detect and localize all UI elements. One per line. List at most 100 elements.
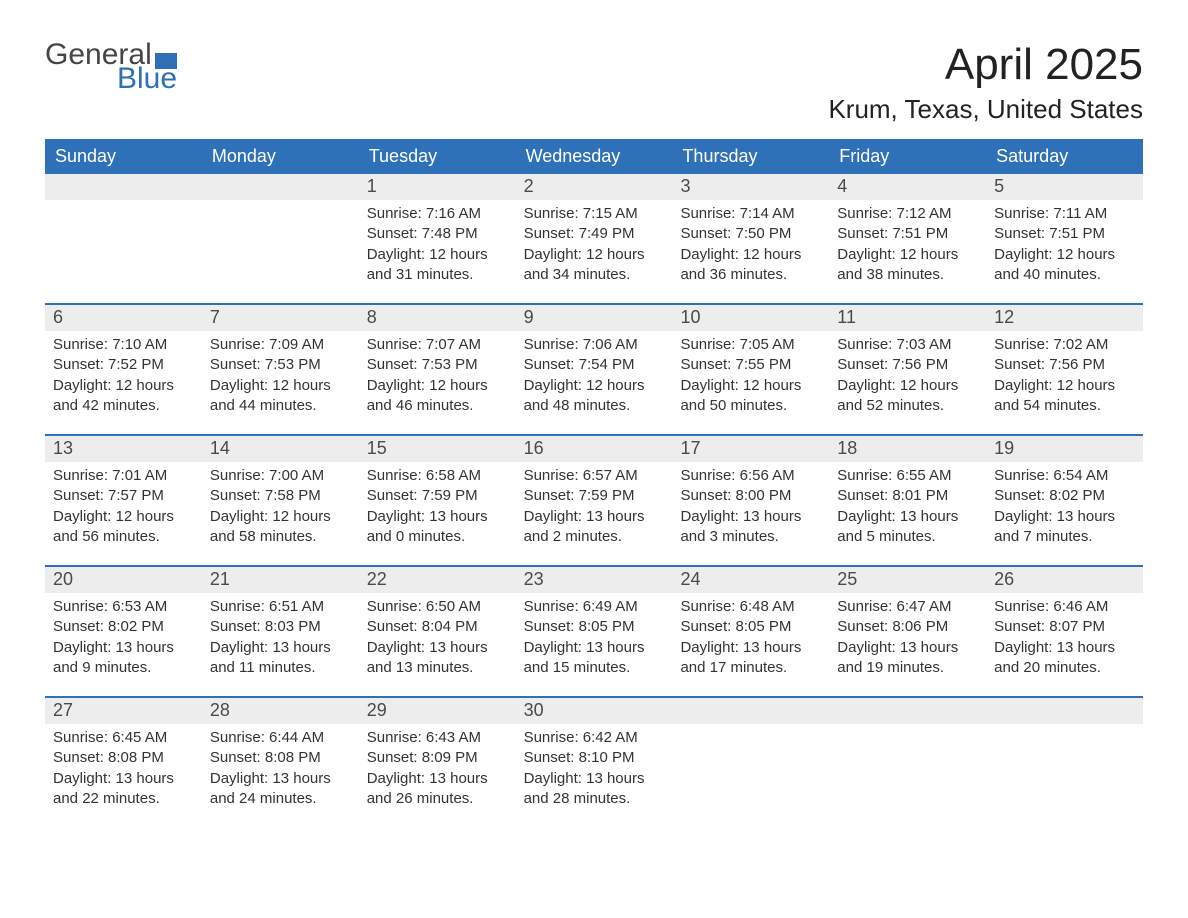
day-number: 30 xyxy=(516,698,673,724)
day-number: 13 xyxy=(45,436,202,462)
day-number: 22 xyxy=(359,567,516,593)
sunrise-text: Sunrise: 6:42 AM xyxy=(524,728,665,748)
daylight-text: Daylight: 12 hours and 42 minutes. xyxy=(53,376,194,417)
sunrise-text: Sunrise: 6:45 AM xyxy=(53,728,194,748)
day-number: 11 xyxy=(829,305,986,331)
sunset-text: Sunset: 8:06 PM xyxy=(837,617,978,637)
daylight-text: Daylight: 12 hours and 48 minutes. xyxy=(524,376,665,417)
day-number: 15 xyxy=(359,436,516,462)
sunrise-text: Sunrise: 6:55 AM xyxy=(837,466,978,486)
sunset-text: Sunset: 8:08 PM xyxy=(53,748,194,768)
day-number: 2 xyxy=(516,174,673,200)
day-cell: 9Sunrise: 7:06 AMSunset: 7:54 PMDaylight… xyxy=(516,305,673,434)
daylight-text: Daylight: 12 hours and 36 minutes. xyxy=(680,245,821,286)
day-number xyxy=(829,698,986,724)
sunset-text: Sunset: 7:50 PM xyxy=(680,224,821,244)
daylight-text: Daylight: 13 hours and 0 minutes. xyxy=(367,507,508,548)
day-number: 28 xyxy=(202,698,359,724)
day-details: Sunrise: 7:01 AMSunset: 7:57 PMDaylight:… xyxy=(45,462,202,547)
daylight-text: Daylight: 13 hours and 24 minutes. xyxy=(210,769,351,810)
sunrise-text: Sunrise: 6:57 AM xyxy=(524,466,665,486)
weekday-header-row: SundayMondayTuesdayWednesdayThursdayFrid… xyxy=(45,139,1143,174)
daylight-text: Daylight: 13 hours and 22 minutes. xyxy=(53,769,194,810)
day-details: Sunrise: 6:54 AMSunset: 8:02 PMDaylight:… xyxy=(986,462,1143,547)
day-cell: 21Sunrise: 6:51 AMSunset: 8:03 PMDayligh… xyxy=(202,567,359,696)
day-details: Sunrise: 7:16 AMSunset: 7:48 PMDaylight:… xyxy=(359,200,516,285)
day-number: 4 xyxy=(829,174,986,200)
sunrise-text: Sunrise: 6:54 AM xyxy=(994,466,1135,486)
day-number: 27 xyxy=(45,698,202,724)
day-details: Sunrise: 7:12 AMSunset: 7:51 PMDaylight:… xyxy=(829,200,986,285)
daylight-text: Daylight: 13 hours and 13 minutes. xyxy=(367,638,508,679)
day-details: Sunrise: 6:49 AMSunset: 8:05 PMDaylight:… xyxy=(516,593,673,678)
daylight-text: Daylight: 13 hours and 11 minutes. xyxy=(210,638,351,679)
sunset-text: Sunset: 8:04 PM xyxy=(367,617,508,637)
sunrise-text: Sunrise: 7:05 AM xyxy=(680,335,821,355)
logo-flag-icon xyxy=(155,53,177,69)
sunset-text: Sunset: 8:08 PM xyxy=(210,748,351,768)
sunset-text: Sunset: 7:53 PM xyxy=(367,355,508,375)
sunset-text: Sunset: 8:10 PM xyxy=(524,748,665,768)
sunrise-text: Sunrise: 6:53 AM xyxy=(53,597,194,617)
sunrise-text: Sunrise: 7:09 AM xyxy=(210,335,351,355)
sunset-text: Sunset: 8:05 PM xyxy=(524,617,665,637)
day-cell: 25Sunrise: 6:47 AMSunset: 8:06 PMDayligh… xyxy=(829,567,986,696)
sunrise-text: Sunrise: 7:06 AM xyxy=(524,335,665,355)
sunrise-text: Sunrise: 7:14 AM xyxy=(680,204,821,224)
daylight-text: Daylight: 12 hours and 38 minutes. xyxy=(837,245,978,286)
day-number: 23 xyxy=(516,567,673,593)
location-subtitle: Krum, Texas, United States xyxy=(828,94,1143,125)
day-cell: 1Sunrise: 7:16 AMSunset: 7:48 PMDaylight… xyxy=(359,174,516,303)
sunrise-text: Sunrise: 6:46 AM xyxy=(994,597,1135,617)
day-cell: 22Sunrise: 6:50 AMSunset: 8:04 PMDayligh… xyxy=(359,567,516,696)
day-cell: 20Sunrise: 6:53 AMSunset: 8:02 PMDayligh… xyxy=(45,567,202,696)
day-details: Sunrise: 6:48 AMSunset: 8:05 PMDaylight:… xyxy=(672,593,829,678)
daylight-text: Daylight: 13 hours and 26 minutes. xyxy=(367,769,508,810)
daylight-text: Daylight: 13 hours and 2 minutes. xyxy=(524,507,665,548)
weekday-header: Monday xyxy=(202,139,359,174)
day-details: Sunrise: 7:15 AMSunset: 7:49 PMDaylight:… xyxy=(516,200,673,285)
day-details: Sunrise: 6:57 AMSunset: 7:59 PMDaylight:… xyxy=(516,462,673,547)
day-cell: 23Sunrise: 6:49 AMSunset: 8:05 PMDayligh… xyxy=(516,567,673,696)
title-block: April 2025 Krum, Texas, United States xyxy=(828,40,1143,125)
day-number: 10 xyxy=(672,305,829,331)
weekday-header: Friday xyxy=(829,139,986,174)
sunset-text: Sunset: 8:07 PM xyxy=(994,617,1135,637)
sunset-text: Sunset: 8:09 PM xyxy=(367,748,508,768)
sunrise-text: Sunrise: 7:16 AM xyxy=(367,204,508,224)
sunrise-text: Sunrise: 6:50 AM xyxy=(367,597,508,617)
daylight-text: Daylight: 12 hours and 52 minutes. xyxy=(837,376,978,417)
sunset-text: Sunset: 8:00 PM xyxy=(680,486,821,506)
daylight-text: Daylight: 13 hours and 19 minutes. xyxy=(837,638,978,679)
daylight-text: Daylight: 12 hours and 50 minutes. xyxy=(680,376,821,417)
day-number xyxy=(45,174,202,200)
sunset-text: Sunset: 8:05 PM xyxy=(680,617,821,637)
day-cell: 15Sunrise: 6:58 AMSunset: 7:59 PMDayligh… xyxy=(359,436,516,565)
day-details: Sunrise: 7:03 AMSunset: 7:56 PMDaylight:… xyxy=(829,331,986,416)
day-number: 18 xyxy=(829,436,986,462)
day-number: 24 xyxy=(672,567,829,593)
day-cell: 29Sunrise: 6:43 AMSunset: 8:09 PMDayligh… xyxy=(359,698,516,827)
sunset-text: Sunset: 8:02 PM xyxy=(994,486,1135,506)
weekday-header: Saturday xyxy=(986,139,1143,174)
sunrise-text: Sunrise: 7:12 AM xyxy=(837,204,978,224)
day-details: Sunrise: 7:09 AMSunset: 7:53 PMDaylight:… xyxy=(202,331,359,416)
sunrise-text: Sunrise: 7:11 AM xyxy=(994,204,1135,224)
day-number: 21 xyxy=(202,567,359,593)
sunset-text: Sunset: 7:59 PM xyxy=(524,486,665,506)
day-number: 25 xyxy=(829,567,986,593)
sunset-text: Sunset: 7:53 PM xyxy=(210,355,351,375)
day-details: Sunrise: 6:50 AMSunset: 8:04 PMDaylight:… xyxy=(359,593,516,678)
week-row: 27Sunrise: 6:45 AMSunset: 8:08 PMDayligh… xyxy=(45,696,1143,827)
sunset-text: Sunset: 7:57 PM xyxy=(53,486,194,506)
day-details: Sunrise: 6:43 AMSunset: 8:09 PMDaylight:… xyxy=(359,724,516,809)
day-details: Sunrise: 6:58 AMSunset: 7:59 PMDaylight:… xyxy=(359,462,516,547)
sunrise-text: Sunrise: 7:00 AM xyxy=(210,466,351,486)
daylight-text: Daylight: 13 hours and 5 minutes. xyxy=(837,507,978,548)
day-number: 26 xyxy=(986,567,1143,593)
sunset-text: Sunset: 7:52 PM xyxy=(53,355,194,375)
day-details: Sunrise: 7:02 AMSunset: 7:56 PMDaylight:… xyxy=(986,331,1143,416)
day-number xyxy=(672,698,829,724)
page-header: General Blue April 2025 Krum, Texas, Uni… xyxy=(45,40,1143,125)
day-details: Sunrise: 7:14 AMSunset: 7:50 PMDaylight:… xyxy=(672,200,829,285)
